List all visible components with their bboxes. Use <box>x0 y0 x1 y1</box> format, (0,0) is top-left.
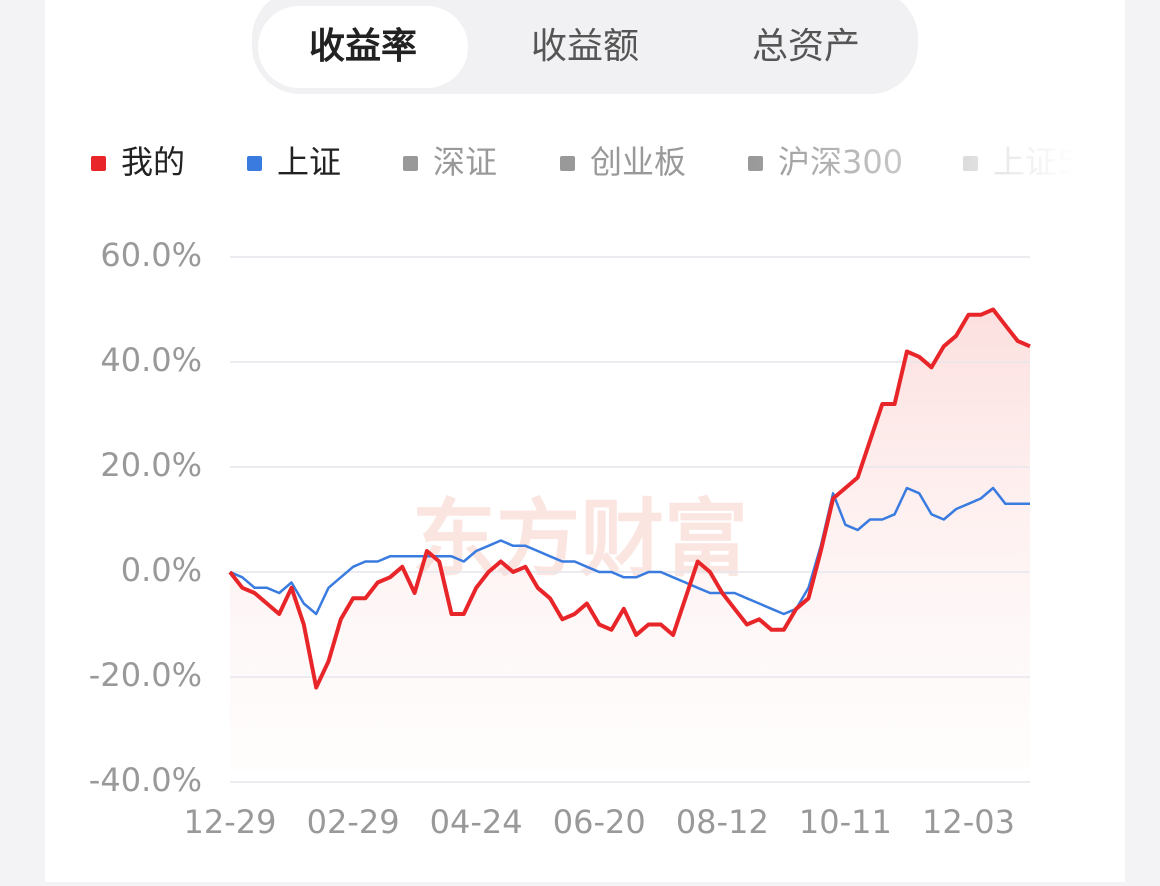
legend-label[interactable]: 沪深300 <box>778 143 903 181</box>
legend-swatch[interactable] <box>91 156 106 171</box>
area <box>230 309 1030 770</box>
series-line <box>228 307 1031 690</box>
tab[interactable]: 收益额 <box>531 26 639 67</box>
x-tick-label: 04-24 <box>430 803 523 841</box>
legend-swatch[interactable] <box>963 156 978 171</box>
y-tick-label: 20.0% <box>100 446 202 484</box>
y-tick-label: 0.0% <box>121 551 202 589</box>
legend-label[interactable]: 深证 <box>433 143 497 181</box>
legend-label[interactable]: 上证 <box>277 143 341 181</box>
legend-swatch[interactable] <box>247 156 262 171</box>
legend-swatch[interactable] <box>748 156 763 171</box>
legend-swatch[interactable] <box>403 156 418 171</box>
series-line <box>229 486 1030 616</box>
watermark: 东方财富 <box>412 490 748 588</box>
legend-label[interactable]: 上证50 <box>993 143 1098 181</box>
x-tick-label: 10-11 <box>799 803 892 841</box>
x-tick-label: 02-29 <box>307 803 400 841</box>
y-tick-label: -40.0% <box>89 761 202 799</box>
x-tick-label: 08-12 <box>676 803 769 841</box>
y-tick-label: -20.0% <box>89 656 202 694</box>
legend-swatch[interactable] <box>560 156 575 171</box>
y-tick-label: 60.0% <box>100 236 202 274</box>
legend-label[interactable]: 我的 <box>121 143 185 181</box>
y-tick-label: 40.0% <box>100 341 202 379</box>
x-tick-label: 12-03 <box>922 803 1015 841</box>
tab[interactable]: 总资产 <box>752 26 860 67</box>
x-tick-label: 06-20 <box>553 803 646 841</box>
x-tick-label: 12-29 <box>184 803 277 841</box>
tab[interactable]: 收益率 <box>309 26 417 67</box>
legend-label[interactable]: 创业板 <box>590 143 686 181</box>
active-tab-bg <box>258 6 468 88</box>
